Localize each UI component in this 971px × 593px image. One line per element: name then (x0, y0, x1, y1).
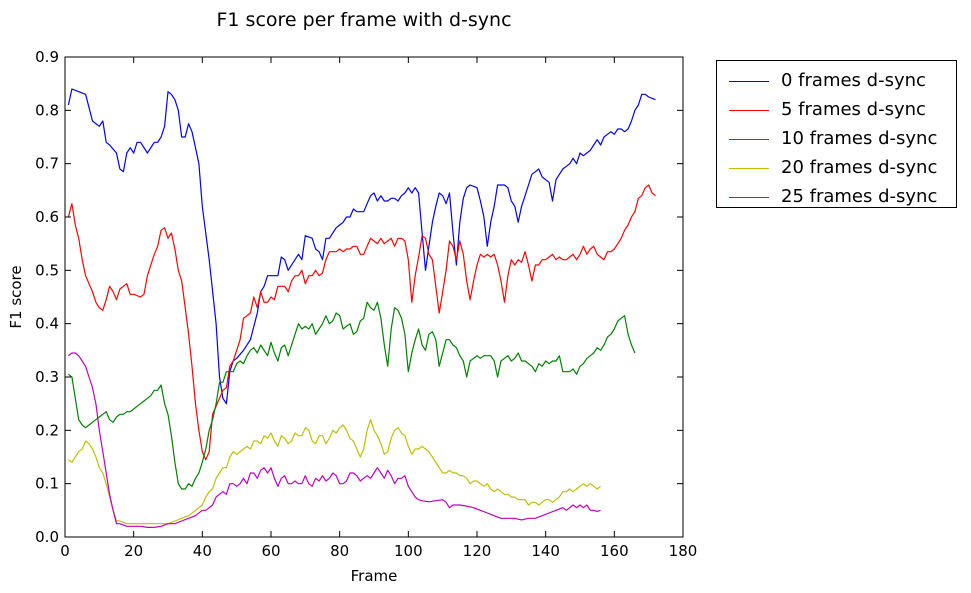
legend-swatch (729, 197, 769, 198)
legend-swatch (729, 110, 769, 111)
legend-swatch (729, 81, 769, 82)
x-tick-label: 60 (261, 542, 280, 560)
legend-label: 5 frames d-sync (781, 99, 926, 120)
x-tick-label: 100 (394, 542, 423, 560)
series-line-2 (68, 301, 636, 490)
x-tick-label: 180 (669, 542, 698, 560)
legend-item: 20 frames d-sync (717, 154, 956, 183)
series-line-4 (68, 352, 601, 529)
series-line-3 (68, 419, 601, 525)
series-line-1 (67, 184, 656, 461)
y-axis-label: F1 score (7, 265, 25, 328)
legend-swatch (729, 139, 769, 140)
x-tick-label: 0 (60, 542, 70, 560)
y-tick-label: 0.7 (35, 155, 59, 173)
y-tick-label: 0.5 (35, 261, 59, 279)
y-tick-label: 0.1 (35, 475, 59, 493)
legend-label: 0 frames d-sync (781, 70, 926, 91)
plot-frame (64, 56, 684, 538)
x-axis-label: Frame (351, 567, 398, 585)
y-tick-label: 0.3 (35, 368, 59, 386)
x-tick-label: 160 (600, 542, 629, 560)
x-tick-label: 80 (330, 542, 349, 560)
x-tick-label: 20 (124, 542, 143, 560)
y-tick-label: 0.9 (35, 48, 59, 66)
y-tick-label: 0.4 (35, 315, 59, 333)
x-tick-label: 120 (463, 542, 492, 560)
x-tick-label: 40 (193, 542, 212, 560)
x-tick-label: 140 (531, 542, 560, 560)
legend-label: 10 frames d-sync (781, 128, 938, 149)
y-tick-label: 0.8 (35, 101, 59, 119)
legend-item: 25 frames d-sync (717, 183, 956, 212)
chart-title: F1 score per frame with d-sync (216, 9, 511, 31)
axis-ticks: 0 20 40 60 80 100 120 140 160 180 0.0 0.1 0.2 0.3 0.4 0… (35, 48, 697, 560)
legend-item: 0 frames d-sync (717, 67, 956, 96)
legend-item: 10 frames d-sync (717, 125, 956, 154)
legend-swatch (729, 168, 769, 169)
legend-label: 25 frames d-sync (781, 186, 938, 207)
plot-area (67, 88, 656, 529)
y-tick-label: 0.2 (35, 421, 59, 439)
y-tick-label: 0.6 (35, 208, 59, 226)
legend-item: 5 frames d-sync (717, 96, 956, 125)
y-tick-label: 0.0 (35, 528, 59, 546)
chart-legend: 0 frames d-sync 5 frames d-sync 10 frames … (716, 60, 957, 208)
legend-label: 20 frames d-sync (781, 157, 938, 178)
series-line-0 (67, 88, 656, 405)
